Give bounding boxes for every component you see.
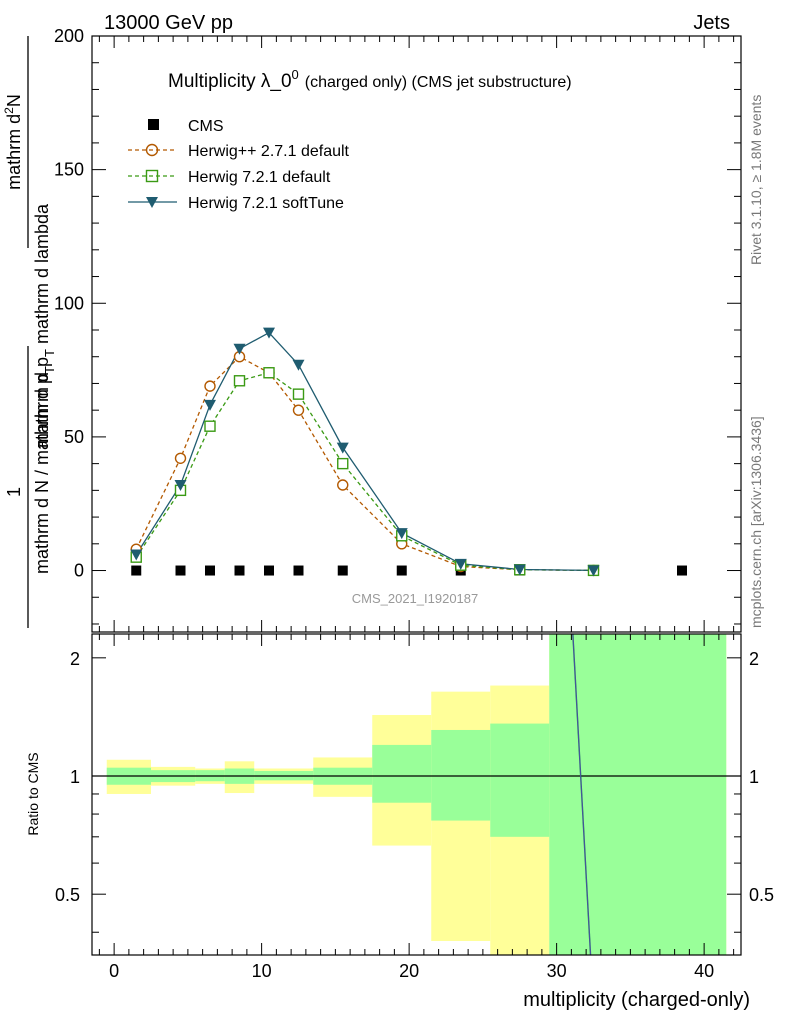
legend-label-cms: CMS [188, 118, 224, 135]
data-point-s3-5 [292, 359, 305, 371]
ylabel-one: 1 [4, 487, 24, 497]
data-point-s3-0 [130, 549, 143, 561]
ylabel-numerator: mathrm d2N [2, 94, 24, 190]
legend-marker-herwigpp [145, 143, 159, 157]
data-point-s2-4 [263, 367, 275, 379]
x-tick-label: 40 [694, 961, 714, 981]
plot-title-note: (charged only) (CMS jet substructure) [305, 74, 572, 91]
side-rivet: Rivet 3.1.10, ≥ 1.8M events [748, 95, 764, 265]
legend-label-herwigpp: Herwig++ 2.7.1 default [188, 143, 350, 160]
data-point-s0-7 [396, 565, 407, 576]
ratio-y-tick-label-right: 0.5 [749, 885, 774, 905]
data-point-s0-0 [131, 565, 142, 576]
header-right: Jets [693, 12, 730, 34]
ratio-y-tick-label-left: 1 [70, 767, 80, 787]
data-point-s1-6 [337, 479, 349, 491]
legend-marker-herwig7-default [145, 169, 159, 183]
data-point-s0-3 [234, 565, 245, 576]
data-point-s2-6 [337, 457, 349, 470]
stat-band-9 [549, 634, 727, 955]
legend-marker-herwig7-softtune [146, 197, 158, 208]
plot-title-main: Multiplicity λ_0 [168, 71, 292, 92]
legend: CMS Herwig++ 2.7.1 default Herwig 7.2.1 … [128, 118, 350, 212]
data-point-s3-3 [233, 343, 246, 355]
ratio-line-overlay [572, 634, 591, 955]
stat-band-8 [490, 723, 550, 837]
y-tick-label: 0 [74, 561, 84, 581]
y-tick-label: 200 [54, 26, 84, 46]
side-mcplots: mcplots.cern.ch [arXiv:1306.3436] [748, 416, 764, 628]
data-point-s0-4 [264, 565, 274, 576]
ratio-panel: 0 10 20 30 40 0.5 0.5 1 1 2 2 Ratio to CMS [25, 633, 774, 981]
data-point-s1-5 [292, 404, 305, 416]
ratio-y-tick-label-right: 1 [749, 767, 759, 787]
watermark: CMS_2021_I1920187 [352, 591, 479, 606]
data-point-s0-6 [337, 565, 348, 576]
data-point-s0-5 [293, 565, 304, 576]
plot-title: Multiplicity λ_00 (charged only) (CMS jet… [168, 67, 572, 92]
ylabel-left: mathrm d N / mathrm d pT [32, 366, 57, 574]
x-tick-label: 20 [399, 961, 419, 981]
data-point-s1-2 [204, 380, 216, 392]
series-line-1 [135, 355, 594, 572]
plot-title-superscript: 0 [292, 67, 299, 82]
x-tick-label: 30 [547, 961, 567, 981]
data-point-s3-9 [513, 564, 526, 576]
x-tick-label: 10 [252, 961, 272, 981]
ratio-y-axis-label: Ratio to CMS [25, 752, 41, 835]
ratio-y-tick-label-left: 2 [70, 649, 80, 669]
ylabel-denominator: mathrm d pT mathrm d lambda [32, 203, 57, 448]
data-point-s0-1 [175, 565, 186, 576]
data-point-s3-8 [454, 558, 467, 570]
data-point-s0-2 [205, 565, 215, 576]
series-line-3 [135, 331, 594, 572]
data-point-s3-1 [174, 480, 187, 492]
data-point-s1-1 [174, 452, 187, 464]
data-point-s3-7 [395, 528, 408, 540]
x-tick-label: 0 [109, 961, 119, 981]
data-point-s2-2 [204, 420, 216, 432]
x-axis-label: multiplicity (charged-only) [523, 989, 750, 1011]
data-point-s3-2 [204, 399, 216, 411]
data-point-s3-10 [587, 565, 600, 577]
ratio-y-tick-label-left: 0.5 [55, 885, 80, 905]
data-point-s2-3 [233, 375, 246, 387]
data-point-s2-5 [292, 388, 305, 400]
series-line-2 [135, 372, 594, 572]
legend-marker-cms [148, 119, 159, 130]
data-point-s0-11 [677, 565, 687, 576]
stat-band-6 [372, 744, 432, 803]
legend-label-herwig7-default: Herwig 7.2.1 default [188, 169, 331, 186]
y-tick-label: 50 [64, 427, 84, 447]
main-y-axis-label: mathrm d pT mathrm d lambda mathrm d2N 1… [2, 36, 57, 628]
y-tick-label: 100 [54, 293, 84, 313]
y-tick-label: 150 [54, 160, 84, 180]
header-left: 13000 GeV pp [104, 12, 233, 34]
data-point-s3-4 [263, 327, 275, 339]
data-point-s3-6 [336, 442, 349, 454]
stat-band-7 [431, 729, 491, 821]
legend-label-herwig7-softtune: Herwig 7.2.1 softTune [188, 195, 344, 212]
ratio-y-tick-label-right: 2 [749, 649, 759, 669]
